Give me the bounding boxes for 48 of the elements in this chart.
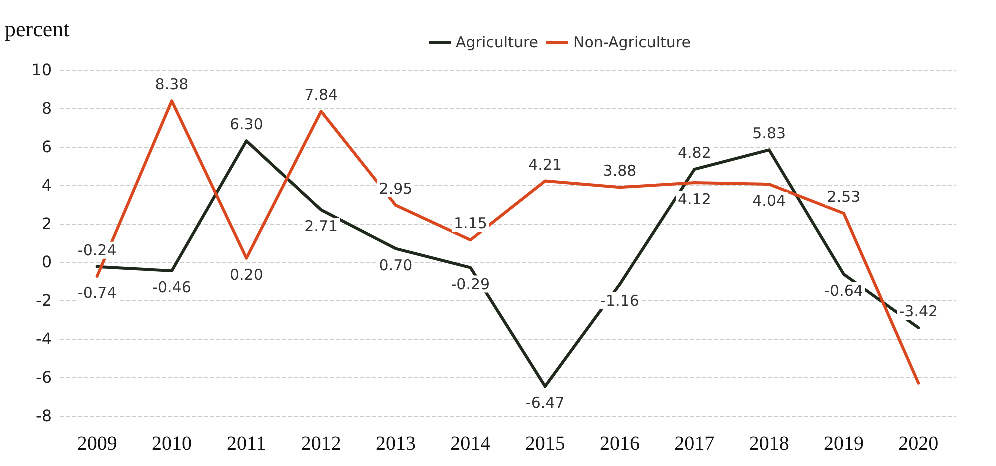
data-label: -0.74 <box>78 284 117 302</box>
x-tick-label: 2017 <box>674 433 715 455</box>
x-tick-label: 2009 <box>77 433 118 455</box>
data-label: -6.47 <box>526 394 565 412</box>
legend-label: Agriculture <box>456 34 539 52</box>
data-label: 0.20 <box>230 266 264 284</box>
x-tick-label: 2015 <box>525 433 566 455</box>
data-label: -3.42 <box>899 302 938 320</box>
y-tick-label: 10 <box>32 60 52 80</box>
data-label: -0.29 <box>451 275 490 294</box>
data-label: 1.15 <box>454 214 488 233</box>
y-tick-label: -6 <box>36 368 52 388</box>
x-tick-label: 2010 <box>152 433 192 455</box>
data-label: 8.38 <box>155 76 189 94</box>
x-tick-label: 2020 <box>898 433 939 455</box>
x-tick-label: 2013 <box>376 433 416 455</box>
x-tick-label: 2011 <box>227 433 266 455</box>
y-tick-label: 8 <box>42 98 52 118</box>
legend-label: Non-Agriculture <box>574 34 692 52</box>
data-label: 2.71 <box>304 218 338 236</box>
y-tick-label: 0 <box>42 252 52 272</box>
data-label: 4.21 <box>528 156 562 174</box>
data-label: -0.46 <box>152 278 192 297</box>
data-label: 4.04 <box>752 192 786 210</box>
y-tick-label: 2 <box>42 214 52 234</box>
data-label: -0.24 <box>78 241 117 260</box>
data-label: 0.70 <box>379 256 413 274</box>
x-tick-label: 2012 <box>301 433 342 455</box>
data-label: -0.64 <box>824 282 864 300</box>
data-label: 2.53 <box>827 188 861 206</box>
y-tick-label: -2 <box>36 291 52 310</box>
x-tick-label: 2019 <box>824 433 864 455</box>
y-axis-title: percent <box>5 16 70 42</box>
data-label: 7.84 <box>304 86 338 104</box>
y-tick-label: -8 <box>36 406 52 426</box>
x-tick-label: 2016 <box>600 433 640 455</box>
y-tick-label: -4 <box>36 330 52 349</box>
data-label: 2.95 <box>379 180 413 198</box>
data-label: 4.82 <box>678 144 712 162</box>
y-tick-label: 6 <box>42 137 52 156</box>
data-label: 5.83 <box>752 124 786 143</box>
data-label: -1.16 <box>600 292 640 310</box>
x-tick-label: 2018 <box>749 433 790 455</box>
y-tick-label: 4 <box>42 176 52 195</box>
x-tick-label: 2014 <box>450 433 491 455</box>
data-label: 4.12 <box>678 190 712 209</box>
data-label: 3.88 <box>603 162 637 180</box>
data-label: 6.30 <box>230 116 264 134</box>
